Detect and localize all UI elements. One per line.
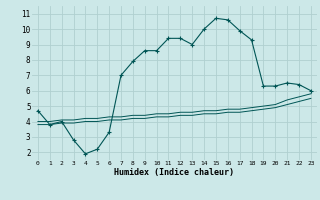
X-axis label: Humidex (Indice chaleur): Humidex (Indice chaleur)	[115, 168, 234, 177]
